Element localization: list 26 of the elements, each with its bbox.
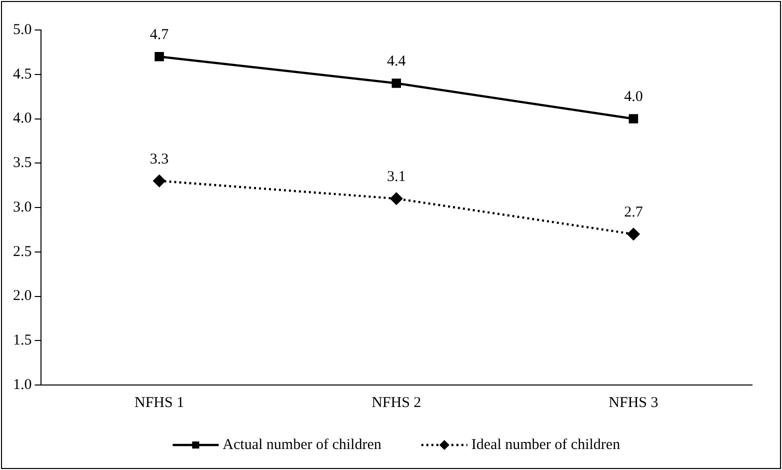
y-tick-label: 4.5 <box>13 66 32 82</box>
y-tick-label: 3.0 <box>13 199 32 216</box>
legend-label: Ideal number of children <box>471 436 621 453</box>
y-tick-label: 2.5 <box>13 244 32 260</box>
data-label: 4.7 <box>150 27 170 44</box>
y-tick-label: 2.0 <box>13 288 32 304</box>
x-tick-label: NFHS 2 <box>372 394 422 411</box>
point <box>392 78 402 88</box>
data-label: 2.7 <box>624 204 644 221</box>
legend-label: Actual number of children <box>222 436 382 453</box>
point <box>154 52 164 62</box>
y-tick-label: 3.5 <box>13 155 32 172</box>
data-label: 3.3 <box>150 151 169 168</box>
y-tick-label: 1.0 <box>13 376 32 393</box>
y-tick-label: 4.0 <box>13 110 32 127</box>
data-label: 3.1 <box>387 169 406 186</box>
x-tick-label: NFHS 1 <box>134 394 184 411</box>
data-label: 4.4 <box>387 54 406 70</box>
y-tick-label: 1.5 <box>13 332 32 349</box>
point <box>153 174 166 187</box>
point <box>627 228 640 240</box>
data-label: 4.0 <box>624 89 643 106</box>
y-tick-label: 5.0 <box>13 22 32 38</box>
point <box>390 192 402 205</box>
point <box>628 114 638 124</box>
x-tick-label: NFHS 3 <box>608 394 658 411</box>
